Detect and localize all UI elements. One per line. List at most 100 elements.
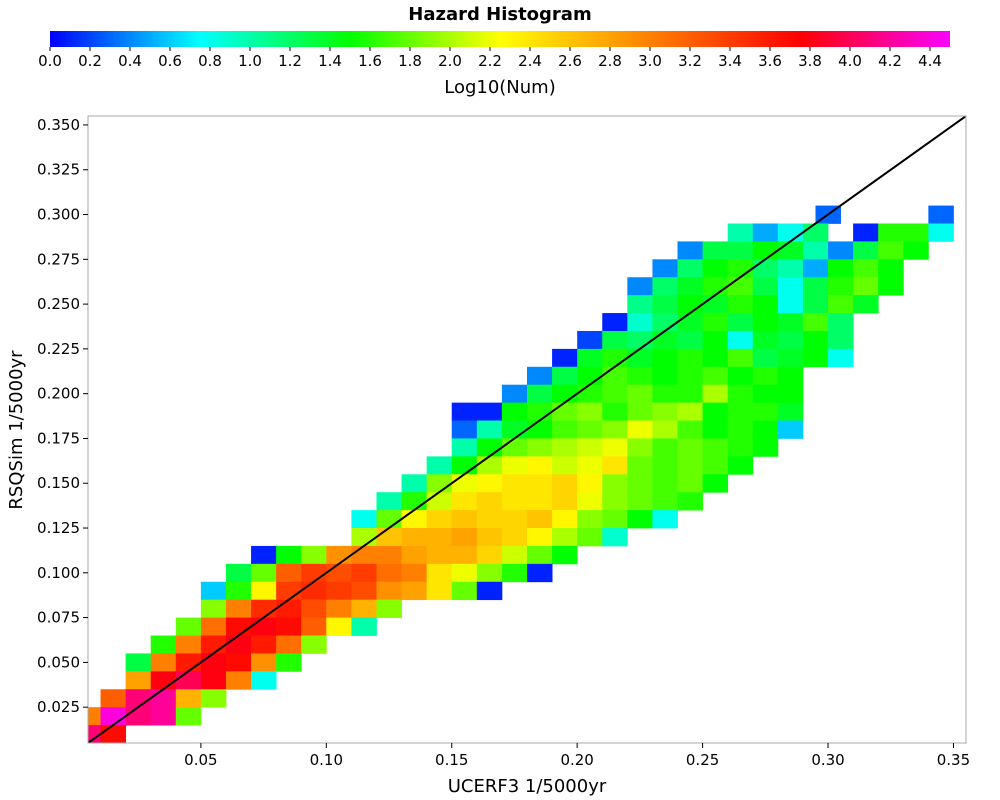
heatmap-cell <box>702 277 729 296</box>
heatmap-cell <box>276 563 302 583</box>
heatmap-cell <box>225 635 252 654</box>
heatmap-cell <box>727 223 754 242</box>
heatmap-cell <box>401 510 428 529</box>
heatmap-cell <box>777 402 804 421</box>
colorbar-tick-label: 0.8 <box>198 52 222 70</box>
heatmap-cell <box>878 241 904 260</box>
heatmap-cell <box>577 438 603 457</box>
heatmap-cell <box>125 671 152 690</box>
heatmap-cell <box>677 313 703 332</box>
heatmap-cell <box>200 599 227 618</box>
heatmap-cell <box>602 384 628 404</box>
heatmap-cell <box>702 348 729 368</box>
x-axis-label: UCERF3 1/5000yr <box>448 776 607 797</box>
heatmap-cell <box>527 366 553 386</box>
chart-title: Hazard Histogram <box>408 4 591 25</box>
heatmap-cell <box>351 599 377 618</box>
heatmap-cell <box>828 330 854 350</box>
heatmap-cell <box>401 563 428 583</box>
heatmap-cell <box>401 581 428 601</box>
heatmap-cell <box>627 277 653 296</box>
heatmap-cell <box>527 438 553 457</box>
heatmap-cell <box>200 617 227 636</box>
heatmap-cell <box>376 510 402 529</box>
heatmap-cell <box>476 402 503 421</box>
heatmap-cell <box>376 599 402 618</box>
heatmap-cell <box>100 707 127 726</box>
heatmap-cell <box>376 492 402 511</box>
heatmap-cell <box>326 617 352 636</box>
y-tick-label: 0.050 <box>37 653 80 671</box>
heatmap-cell <box>677 456 703 475</box>
heatmap-cell <box>752 402 779 421</box>
heatmap-cell <box>125 653 152 672</box>
heatmap-cell <box>251 545 277 565</box>
heatmap-cell <box>175 617 202 636</box>
heatmap-cell <box>652 510 678 529</box>
heatmap-cell <box>677 330 703 350</box>
heatmap-cell <box>828 295 854 314</box>
heatmap-cell <box>702 366 729 386</box>
heatmap-cell <box>702 420 729 439</box>
heatmap-cell <box>577 456 603 475</box>
colorbar-tick-label: 3.6 <box>758 52 782 70</box>
reference-line <box>88 116 966 743</box>
heatmap-cell <box>677 474 703 493</box>
heatmap-cell <box>351 528 377 547</box>
x-tick-label: 0.25 <box>686 751 719 769</box>
heatmap-cell <box>602 474 628 493</box>
heatmap-cell <box>802 259 829 278</box>
heatmap-cell <box>301 599 327 618</box>
heatmap-cell <box>577 384 603 404</box>
heatmap-cell <box>777 313 804 332</box>
y-axis-label: RSQSim 1/5000yr <box>6 350 27 510</box>
heatmap-cell <box>802 330 829 350</box>
heatmap-cell <box>677 277 703 296</box>
heatmap-cell <box>828 348 854 368</box>
heatmap-cell <box>251 617 277 636</box>
heatmap-cell <box>652 330 678 350</box>
heatmap-cell <box>301 563 327 583</box>
y-tick-label: 0.200 <box>37 385 80 403</box>
heatmap-cell <box>777 223 804 242</box>
colorbar-tick-label: 2.0 <box>438 52 462 70</box>
heatmap-cell <box>401 492 428 511</box>
colorbar-tick-label: 0.2 <box>78 52 102 70</box>
heatmap-cell <box>527 420 553 439</box>
heatmap-cell <box>276 635 302 654</box>
heatmap-cell <box>451 563 478 583</box>
heatmap-cell <box>727 402 754 421</box>
heatmap-cell <box>727 259 754 278</box>
heatmap-cell <box>878 277 904 296</box>
heatmap-cell <box>752 241 779 260</box>
heatmap-cell <box>577 474 603 493</box>
heatmap-cell <box>702 295 729 314</box>
heatmap-cell <box>88 725 101 743</box>
heatmap-cell <box>602 420 628 439</box>
heatmap-cell <box>602 510 628 529</box>
heatmap-cell <box>200 671 227 690</box>
heatmap-cell <box>476 510 503 529</box>
heatmap-cell <box>251 599 277 618</box>
heatmap-cell <box>752 438 779 457</box>
heatmap-cell <box>401 528 428 547</box>
heatmap-cell <box>326 599 352 618</box>
colorbar-tick-label: 2.2 <box>478 52 502 70</box>
heatmap-cell <box>476 581 503 601</box>
colorbar-tick-label: 2.6 <box>558 52 582 70</box>
y-tick-label: 0.250 <box>37 295 80 313</box>
heatmap-cell <box>501 474 528 493</box>
heatmap-cell <box>627 366 653 386</box>
heatmap-cell <box>752 366 779 386</box>
heatmap-cell <box>777 330 804 350</box>
heatmap-cell <box>276 545 302 565</box>
heatmap-cell <box>602 456 628 475</box>
y-tick-label: 0.350 <box>37 116 80 134</box>
heatmap-cell <box>602 438 628 457</box>
y-axis-ticks: 0.025 0.050 0.075 0.100 0.125 0.150 0.175 0.200… <box>37 116 88 716</box>
heatmap-cell <box>702 402 729 421</box>
heatmap-cell <box>878 259 904 278</box>
heatmap-cell <box>501 402 528 421</box>
heatmap-cell <box>175 635 202 654</box>
heatmap-cell <box>301 617 327 636</box>
